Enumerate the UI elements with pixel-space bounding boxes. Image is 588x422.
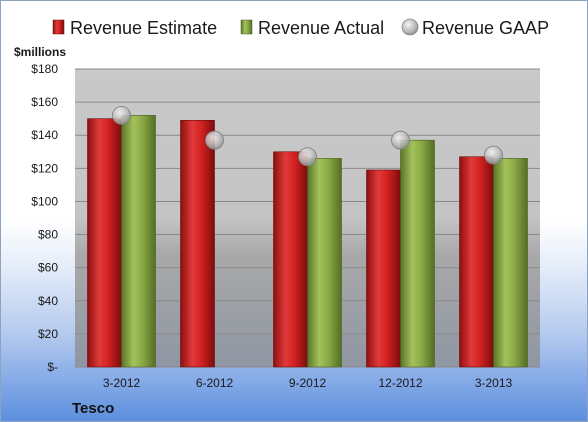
y-tick-label: $180 — [31, 62, 58, 76]
y-tick-label: $160 — [31, 95, 58, 109]
bar-revenue-actual — [493, 158, 528, 368]
x-axis-ticks: 3-2012 6-2012 9-2012 12-2012 3-2013 — [103, 376, 513, 390]
legend-marker-gaap — [401, 18, 419, 36]
company-name: Tesco — [72, 400, 114, 417]
bar-revenue-actual — [307, 158, 342, 368]
y-tick-label: $40 — [38, 294, 58, 308]
marker-revenue-gaap — [298, 147, 317, 167]
bar-revenue-estimate — [87, 118, 122, 368]
x-tick-label: 12-2012 — [378, 376, 422, 390]
x-tick-label: 3-2012 — [103, 376, 141, 390]
bars — [87, 115, 528, 368]
y-tick-label: $140 — [31, 128, 58, 142]
marker-revenue-gaap — [112, 105, 131, 125]
y-tick-label: $- — [47, 360, 58, 374]
gaap-markers — [112, 105, 503, 167]
bar-revenue-actual — [121, 115, 156, 368]
y-tick-label: $60 — [38, 261, 58, 275]
legend-label-estimate: Revenue Estimate — [70, 18, 217, 38]
bar-revenue-estimate — [180, 120, 215, 368]
y-tick-label: $100 — [31, 194, 58, 208]
y-axis-ticks: $- $20 $40 $60 $80 $100 $120 $140 $160 $180 — [31, 62, 58, 374]
legend-swatch-estimate — [52, 19, 65, 35]
legend-label-actual: Revenue Actual — [258, 18, 384, 38]
bar-revenue-estimate — [366, 169, 401, 368]
legend-swatch-actual — [240, 19, 253, 35]
bar-revenue-actual — [400, 139, 435, 368]
y-tick-label: $80 — [38, 228, 58, 242]
marker-revenue-gaap — [205, 130, 224, 150]
marker-revenue-gaap — [391, 130, 410, 150]
y-axis-unit-label: $millions — [14, 45, 66, 59]
legend: Revenue Estimate Revenue Actual Revenue … — [52, 18, 549, 38]
marker-revenue-gaap — [484, 145, 503, 165]
x-tick-label: 3-2013 — [475, 376, 513, 390]
x-tick-label: 9-2012 — [289, 376, 327, 390]
bar-revenue-estimate — [273, 151, 308, 368]
x-tick-label: 6-2012 — [196, 376, 234, 390]
legend-label-gaap: Revenue GAAP — [422, 18, 549, 38]
y-tick-label: $20 — [38, 327, 58, 341]
bar-revenue-estimate — [459, 156, 494, 368]
y-tick-label: $120 — [31, 161, 58, 175]
